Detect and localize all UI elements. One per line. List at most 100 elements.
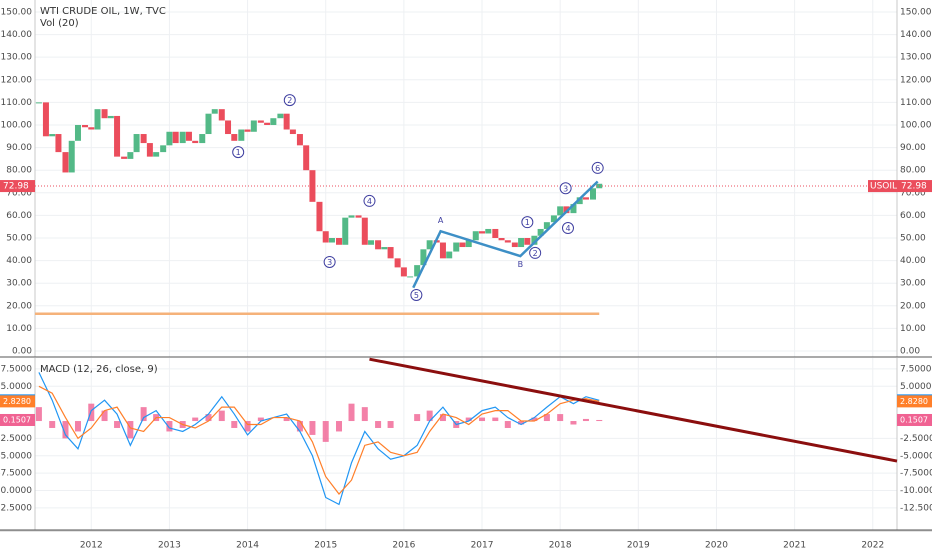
candle bbox=[179, 131, 186, 144]
histogram-bar bbox=[361, 407, 368, 422]
value-tag-label: 2.8280 bbox=[3, 397, 31, 406]
wave-circle bbox=[283, 94, 296, 107]
histogram-bar bbox=[336, 421, 343, 432]
candle bbox=[42, 102, 49, 137]
candle bbox=[49, 134, 56, 137]
wave-circle bbox=[561, 222, 574, 235]
candle bbox=[355, 215, 362, 218]
candle bbox=[250, 120, 257, 132]
value-tag-label: 0.1507 bbox=[3, 415, 31, 424]
candle bbox=[576, 197, 583, 205]
y-tick-label: 90.00 bbox=[6, 143, 32, 153]
y-tick-label: 90.00 bbox=[900, 143, 926, 153]
candle bbox=[133, 134, 140, 153]
value-tag bbox=[897, 413, 932, 426]
y-tick-label: 40.00 bbox=[6, 256, 32, 266]
histogram-bar bbox=[492, 417, 499, 422]
histogram-bar bbox=[244, 421, 251, 432]
y-tick-label: 80.00 bbox=[6, 166, 32, 176]
candle bbox=[211, 109, 218, 114]
y-tick-label: 5.0000 bbox=[900, 382, 932, 392]
candle bbox=[537, 228, 544, 236]
y-tick-label: 10.00 bbox=[6, 324, 32, 334]
candle bbox=[146, 143, 153, 157]
histogram-bar bbox=[518, 421, 525, 425]
y-tick-label: 100.00 bbox=[1, 120, 33, 130]
candle bbox=[225, 120, 232, 135]
macd-line bbox=[38, 372, 600, 506]
y-tick-label: 140.00 bbox=[900, 30, 932, 40]
x-tick-label: 2013 bbox=[158, 541, 181, 550]
x-tick-label: 2016 bbox=[392, 541, 415, 550]
y-tick-label: 150.00 bbox=[1, 7, 33, 17]
wave-circle bbox=[410, 288, 423, 301]
price-tag bbox=[0, 180, 35, 193]
histogram-bar bbox=[387, 421, 394, 428]
histogram-bar bbox=[257, 417, 264, 422]
wave-label: B bbox=[518, 260, 524, 269]
candle bbox=[160, 145, 167, 153]
candle bbox=[498, 238, 505, 241]
price-tag-name: USOIL bbox=[870, 182, 897, 192]
candle bbox=[465, 240, 472, 248]
candle bbox=[296, 134, 303, 146]
y-tick-label: 70.00 bbox=[6, 188, 32, 198]
wave-label: 2 bbox=[287, 96, 292, 105]
histogram-bar bbox=[322, 421, 329, 442]
candle bbox=[446, 251, 453, 259]
candle bbox=[283, 113, 290, 130]
candle bbox=[570, 204, 577, 214]
x-tick-label: 2017 bbox=[471, 541, 494, 550]
x-tick-label: 2012 bbox=[80, 541, 103, 550]
candle bbox=[35, 102, 42, 104]
candle bbox=[277, 113, 284, 119]
wave-circle bbox=[363, 194, 376, 207]
histogram-bar bbox=[531, 417, 538, 422]
y-tick-label: -2.5000 bbox=[0, 434, 32, 444]
wave-label: 4 bbox=[565, 224, 570, 233]
candle bbox=[414, 265, 421, 277]
candle bbox=[511, 242, 518, 248]
candle bbox=[107, 115, 114, 119]
y-tick-label: 50.00 bbox=[6, 234, 32, 244]
pane-title: WTI CRUDE OIL, 1W, TVC bbox=[40, 6, 166, 17]
candle bbox=[420, 249, 427, 266]
candle bbox=[322, 231, 329, 243]
candle bbox=[309, 170, 316, 202]
candle bbox=[270, 118, 277, 125]
y-tick-label: 60.00 bbox=[900, 211, 926, 221]
candle bbox=[348, 215, 355, 218]
candle bbox=[531, 235, 538, 245]
drawing-line bbox=[412, 180, 599, 289]
histogram-bar bbox=[231, 421, 238, 428]
wave-label: 5 bbox=[414, 291, 419, 300]
candle bbox=[231, 134, 238, 141]
candle bbox=[328, 238, 335, 243]
y-tick-label: -7.5000 bbox=[900, 469, 932, 479]
candle bbox=[114, 115, 121, 157]
histogram-bar bbox=[479, 417, 486, 422]
wave-label: 4 bbox=[367, 197, 372, 206]
histogram-bar bbox=[465, 417, 472, 422]
histogram-bar bbox=[192, 417, 199, 422]
candle bbox=[101, 109, 108, 119]
y-tick-label: -10.0000 bbox=[900, 486, 932, 496]
histogram-bar bbox=[140, 407, 147, 422]
histogram-bar bbox=[35, 407, 42, 422]
candle bbox=[381, 247, 388, 250]
candle bbox=[550, 215, 557, 223]
y-tick-label: 5.0000 bbox=[1, 382, 33, 392]
histogram-bar bbox=[205, 414, 212, 422]
histogram-bar bbox=[309, 421, 316, 435]
histogram-bar bbox=[218, 410, 225, 422]
y-tick-label: 20.00 bbox=[900, 301, 926, 311]
y-tick-label: 140.00 bbox=[1, 30, 33, 40]
candle bbox=[218, 109, 225, 121]
wave-label: 3 bbox=[563, 184, 568, 193]
candle bbox=[459, 242, 466, 248]
candle bbox=[504, 240, 511, 243]
candle bbox=[82, 124, 89, 128]
candle bbox=[368, 240, 375, 245]
